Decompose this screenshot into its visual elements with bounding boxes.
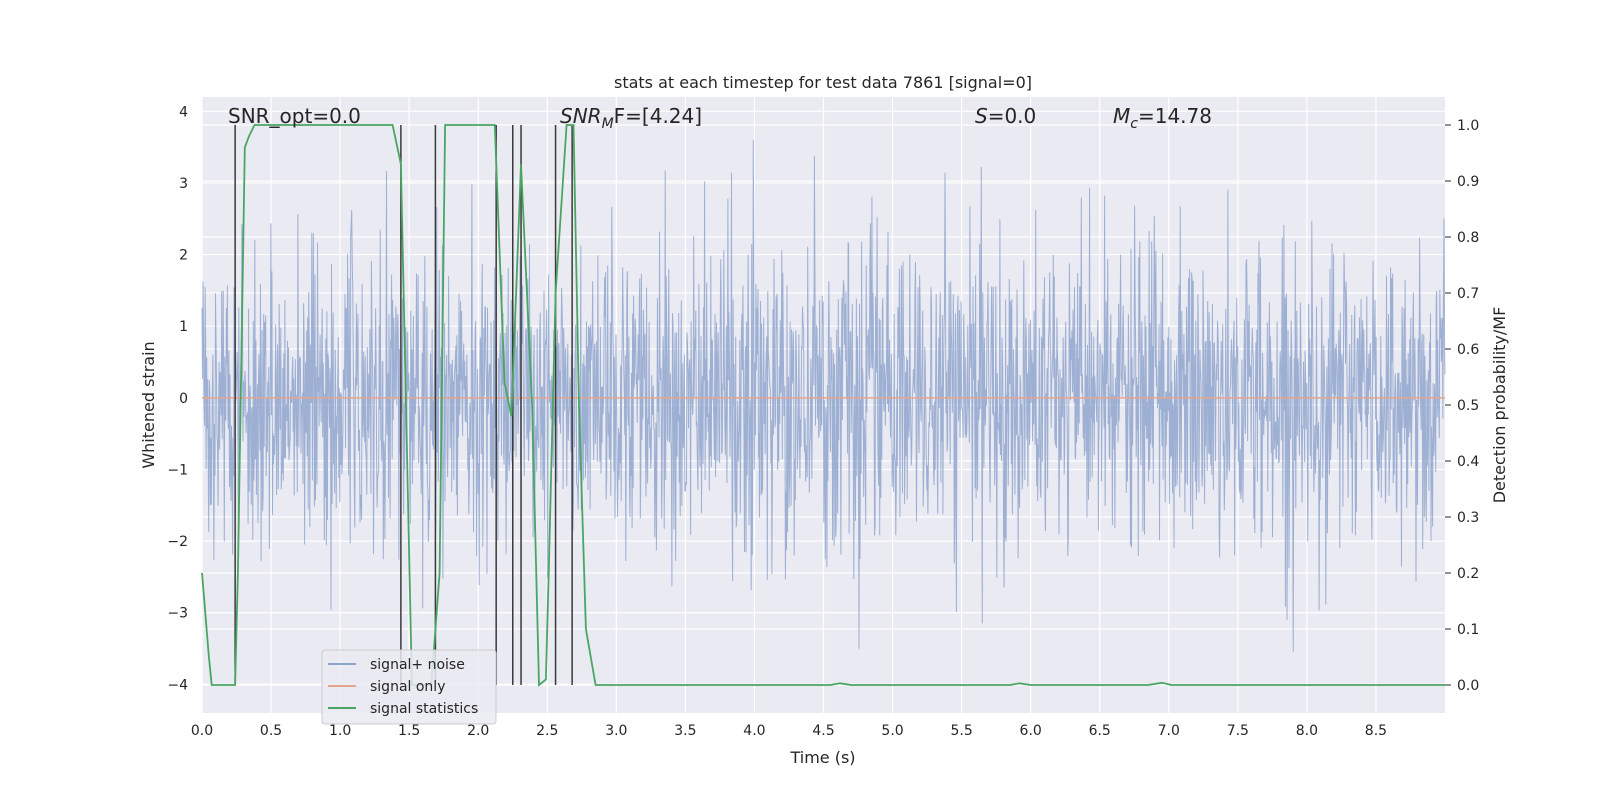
annotation-snr-mf-rest: F=[4.24] <box>614 104 702 128</box>
y-axis-label-right: Detection probability/MF <box>1490 307 1509 504</box>
annotation-mc-value: =14.78 <box>1138 104 1212 128</box>
annotation-mc: Mc=14.78 <box>1113 104 1212 132</box>
x-tick-label: 5.5 <box>950 723 972 739</box>
x-tick-label: 2.0 <box>467 723 489 739</box>
annotation-snr-mf: SNRMF=[4.24] <box>560 104 702 132</box>
series-signal-noise <box>201 139 1446 652</box>
series-signal-statistics <box>201 124 1445 687</box>
x-tick-label: 3.0 <box>605 723 627 739</box>
y-tick-label-left: −2 <box>167 534 188 550</box>
tick-labels: 0.0 0.5 1.0 1.5 2.0 2.5 3.0 3.5 4.0 4.5 5.0 5.5 6.0 6… <box>167 104 1479 739</box>
legend-label-signal-only: signal only <box>370 679 445 695</box>
y-tick-label-left: 3 <box>179 176 188 192</box>
y-tick-label-right: 0.3 <box>1457 510 1479 526</box>
x-tick-label: 1.5 <box>398 723 420 739</box>
x-tick-label: 2.5 <box>536 723 558 739</box>
annotation-snr-opt: SNR_opt=0.0 <box>228 104 361 128</box>
signal-statistics-line <box>201 124 1445 687</box>
x-tick-label: 4.0 <box>743 723 765 739</box>
chart-title: stats at each timestep for test data 786… <box>614 73 1032 92</box>
x-tick-label: 5.0 <box>881 723 903 739</box>
annotation-snr-mf-sub: M <box>602 116 614 132</box>
y-axis-label-left: Whitened strain <box>139 341 158 468</box>
y-tick-label-right: 0.0 <box>1457 678 1479 694</box>
y-tick-label-left: 4 <box>179 104 188 120</box>
y-tick-label-left: −1 <box>167 462 188 478</box>
noise-line <box>201 139 1446 652</box>
y-tick-label-left: −3 <box>167 606 188 622</box>
y-tick-label-left: 0 <box>179 391 188 407</box>
annotation-s-label: S <box>975 104 988 128</box>
y-tick-label-right: 0.1 <box>1457 622 1479 638</box>
y-tick-label-right: 0.6 <box>1457 342 1479 358</box>
annotation-snr-mf-base: SNR <box>560 104 602 128</box>
legend: signal+ noise signal only signal statist… <box>321 649 497 725</box>
x-tick-label: 7.0 <box>1158 723 1180 739</box>
x-tick-label: 8.5 <box>1365 723 1387 739</box>
y-tick-label-right: 0.7 <box>1457 286 1479 302</box>
x-tick-label: 8.0 <box>1296 723 1318 739</box>
y-tick-label-right: 0.9 <box>1457 174 1479 190</box>
x-tick-label: 4.5 <box>812 723 834 739</box>
x-tick-label: 6.5 <box>1089 723 1111 739</box>
x-tick-label: 0.5 <box>260 723 282 739</box>
y-tick-label-left: −4 <box>167 677 188 693</box>
annotation-s-value: =0.0 <box>988 104 1037 128</box>
x-tick-label: 3.5 <box>674 723 696 739</box>
annotation-mc-base: M <box>1113 104 1130 128</box>
legend-box <box>321 649 497 725</box>
y-tick-label-right: 0.2 <box>1457 566 1479 582</box>
legend-label-signal-noise: signal+ noise <box>370 657 465 673</box>
legend-label-signal-statistics: signal statistics <box>370 701 478 717</box>
x-axis-label: Time (s) <box>789 748 855 767</box>
y-tick-label-right: 0.8 <box>1457 230 1479 246</box>
annotation-s: S=0.0 <box>975 104 1036 128</box>
y-tick-label-right: 0.4 <box>1457 454 1479 470</box>
y-tick-label-right: 1.0 <box>1457 118 1479 134</box>
x-tick-label: 1.0 <box>329 723 351 739</box>
y-tick-label-left: 1 <box>179 319 188 335</box>
x-tick-label: 0.0 <box>191 723 213 739</box>
x-tick-label: 6.0 <box>1020 723 1042 739</box>
vertical-markers <box>234 125 573 685</box>
annotation-mc-sub: c <box>1130 116 1138 132</box>
y-tick-label-right: 0.5 <box>1457 398 1479 414</box>
x-tick-label: 7.5 <box>1227 723 1249 739</box>
y-tick-label-left: 2 <box>179 248 188 264</box>
